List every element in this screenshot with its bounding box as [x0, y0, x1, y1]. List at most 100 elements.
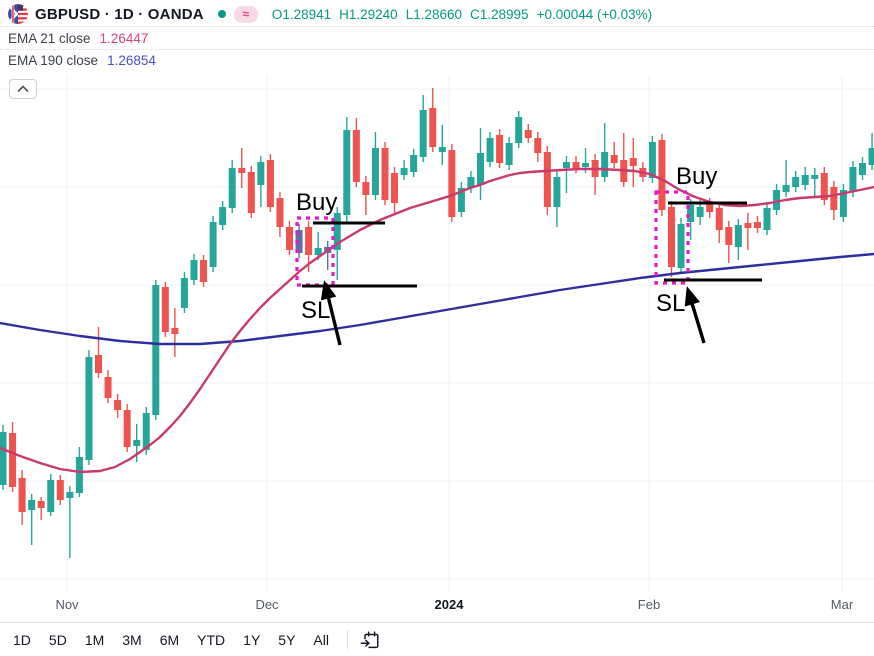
ohlc-values: O1.28941 H1.29240 L1.28660 C1.28995 +0.0… [272, 7, 652, 22]
stop-loss-label[interactable]: SL [656, 290, 685, 317]
candle [524, 124, 532, 143]
trade-setup-annotation[interactable]: Buy SL [654, 163, 762, 344]
candle [801, 167, 809, 190]
time-axis-label: Nov [55, 597, 79, 612]
candle [219, 201, 227, 230]
range-button-1d[interactable]: 1D [4, 628, 40, 652]
range-button-5d[interactable]: 5D [40, 628, 76, 652]
range-button-3m[interactable]: 3M [113, 628, 150, 652]
chevron-up-icon [17, 85, 29, 93]
candle [362, 176, 370, 215]
candle [830, 181, 838, 220]
high-value: H1.29240 [339, 6, 398, 22]
candle [715, 202, 723, 243]
symbol-row: GBPUSD · 1D · OANDA ≈ O1.28941 H1.29240 … [8, 4, 652, 24]
candle [295, 224, 303, 258]
low-value: L1.28660 [405, 6, 462, 22]
legend-separator [0, 49, 874, 50]
time-axis-label: 2024 [435, 597, 465, 612]
candle [161, 282, 169, 337]
candle [601, 123, 609, 182]
go-to-date-button[interactable] [357, 627, 383, 653]
candle [419, 95, 427, 162]
candle [200, 255, 208, 287]
candle [820, 167, 828, 205]
candle [400, 160, 408, 180]
candle [543, 146, 551, 215]
setup-box[interactable] [654, 190, 690, 285]
time-axis-label: Feb [638, 597, 660, 612]
legend-separator [0, 26, 874, 27]
ema190-line[interactable] [0, 252, 874, 346]
candle [391, 167, 399, 215]
close-value: C1.28995 [470, 6, 529, 22]
candle [85, 350, 93, 465]
candle [47, 474, 55, 516]
candle [868, 133, 874, 170]
range-button-ytd[interactable]: YTD [188, 628, 234, 652]
candle [314, 232, 322, 260]
gbpusd-flag-icon [8, 4, 28, 24]
candle [247, 166, 255, 218]
range-button-6m[interactable]: 6M [151, 628, 188, 652]
trade-setup-annotation[interactable]: Buy SL [295, 189, 417, 346]
grid [0, 76, 874, 592]
candle [114, 394, 122, 418]
candle [591, 154, 599, 195]
change-value: +0.00044 (+0.03%) [536, 6, 653, 22]
buy-label[interactable]: Buy [296, 189, 337, 216]
arrow-up-icon[interactable] [320, 280, 342, 346]
candle [467, 171, 475, 193]
candle [257, 156, 265, 207]
candle [792, 171, 800, 192]
candle [152, 280, 160, 420]
candle [0, 425, 7, 490]
candle [9, 422, 17, 492]
indicator-row-ema190[interactable]: EMA 190 close 1.26854 [8, 53, 156, 68]
symbol-title[interactable]: GBPUSD · 1D · OANDA [35, 5, 204, 23]
candle [477, 128, 484, 200]
candle [180, 272, 188, 313]
candle [95, 327, 102, 378]
candle [104, 370, 112, 403]
candle [209, 216, 217, 272]
candle [37, 497, 45, 520]
candle [553, 171, 561, 227]
candle [668, 201, 675, 277]
candle [610, 142, 618, 168]
time-axis-label: Mar [831, 597, 854, 612]
candle [457, 182, 465, 217]
candle [28, 494, 36, 545]
candle [687, 199, 695, 240]
candle [171, 308, 179, 357]
toolbar-divider [346, 630, 348, 649]
candle [486, 132, 494, 167]
candle [859, 157, 866, 180]
range-button-5y[interactable]: 5Y [269, 628, 304, 652]
candle [734, 219, 742, 260]
open-value: O1.28941 [271, 6, 332, 22]
indicator-row-ema21[interactable]: EMA 21 close 1.26447 [8, 31, 148, 46]
candle [629, 138, 637, 187]
candle [620, 133, 628, 187]
range-button-all[interactable]: All [304, 628, 338, 652]
timeframe-toolbar: 1D 5D 1M 3M 6M YTD 1Y 5Y All [0, 622, 874, 656]
candle [496, 129, 504, 168]
collapse-indicators-button[interactable] [9, 79, 37, 99]
candle [534, 132, 542, 162]
candle [725, 221, 733, 263]
range-button-1m[interactable]: 1M [76, 628, 113, 652]
ema21-line[interactable] [0, 167, 874, 474]
notification-badge-icon[interactable]: ≈ [233, 5, 258, 23]
candle [352, 118, 360, 187]
range-button-1y[interactable]: 1Y [234, 628, 269, 652]
candle [66, 486, 74, 558]
candle [744, 213, 752, 250]
price-chart[interactable]: Buy SL Buy SL Nov Dec 2024 Feb Mar [0, 0, 874, 622]
buy-label[interactable]: Buy [676, 163, 717, 190]
candle [782, 160, 790, 197]
arrow-up-icon[interactable] [684, 286, 706, 344]
market-status-dot-icon [217, 10, 226, 18]
ema21-value: 1.26447 [99, 31, 149, 46]
stop-loss-label[interactable]: SL [301, 297, 330, 324]
